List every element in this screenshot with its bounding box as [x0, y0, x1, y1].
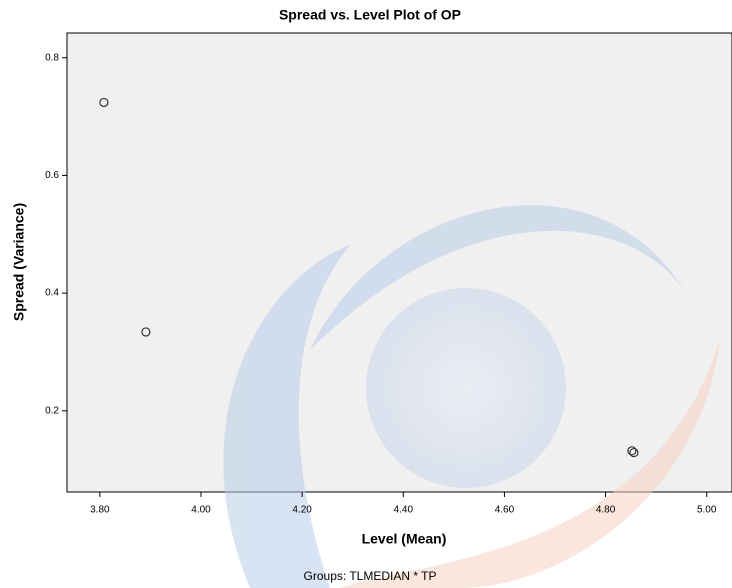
- footnote: Groups: TLMEDIAN * TP: [304, 569, 437, 583]
- x-tick-label: 4.20: [292, 505, 312, 516]
- y-tick-label: 0.6: [45, 170, 59, 181]
- x-tick-label: 3.80: [90, 505, 110, 516]
- y-axis-label: Spread (Variance): [11, 203, 27, 321]
- x-tick-label: 4.60: [495, 505, 515, 516]
- y-tick-label: 0.8: [45, 52, 59, 63]
- x-tick-label: 5.00: [697, 505, 717, 516]
- x-axis-label: Level (Mean): [362, 531, 447, 547]
- y-tick-label: 0.4: [45, 288, 59, 299]
- y-tick-label: 0.2: [45, 405, 59, 416]
- watermark: [223, 205, 720, 588]
- x-tick-label: 4.40: [394, 505, 414, 516]
- chart-title: Spread vs. Level Plot of OP: [279, 7, 461, 23]
- point: [627, 446, 637, 456]
- x-tick-label: 4.00: [191, 505, 211, 516]
- point: [629, 447, 639, 458]
- x-tick-label: 4.80: [596, 505, 616, 516]
- point: [99, 97, 109, 108]
- point: [141, 327, 151, 337]
